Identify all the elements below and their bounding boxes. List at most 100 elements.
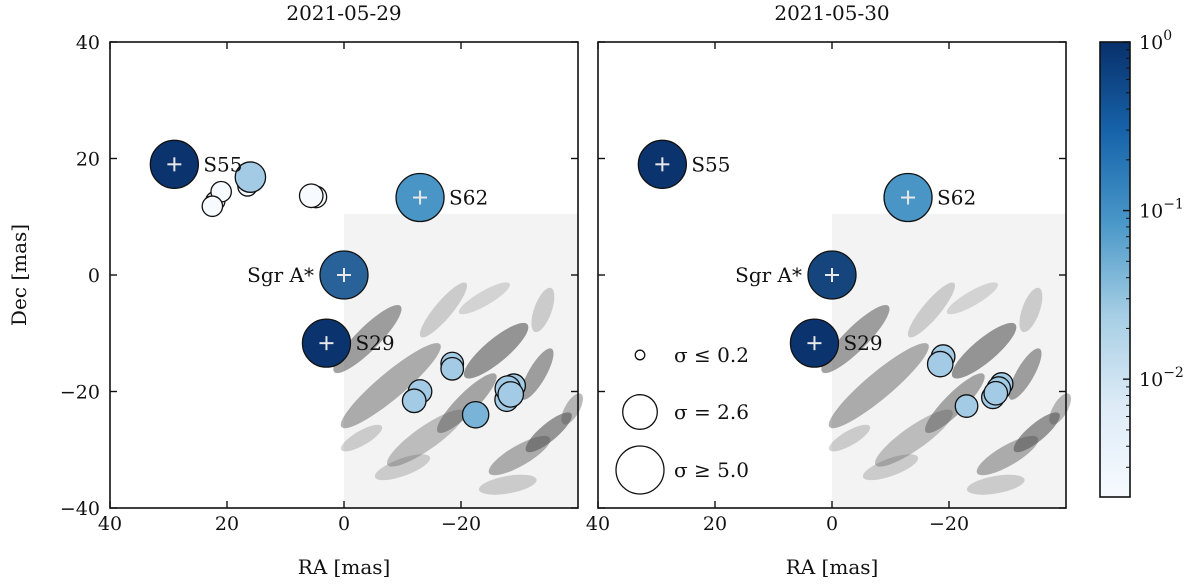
image-feature [333, 304, 402, 374]
source-s55: S55 [149, 139, 243, 189]
size-legend: σ ≤ 0.2 σ = 2.6 σ ≥ 5.0 [615, 343, 749, 495]
tick-base: 10 [1139, 201, 1163, 223]
source-label: Sgr A* [735, 263, 802, 287]
image-feature [976, 435, 1039, 476]
colorbar-tick-label: 10−2 [1139, 365, 1184, 391]
x-tick-label: 0 [338, 513, 350, 535]
axis-ticks: 40 20 0 −20 40 20 0 −20 −40 [60, 32, 578, 535]
image-feature [374, 454, 431, 481]
x-tick-label: −20 [441, 513, 481, 535]
image-feature [1019, 287, 1043, 333]
image-feature [1008, 348, 1042, 400]
source-label: S55 [691, 152, 730, 176]
y-axis-label: Dec [mas] [7, 224, 31, 326]
image-feature [458, 282, 510, 315]
source-marker [440, 356, 465, 381]
image-feature [946, 282, 998, 315]
image-feature [419, 282, 467, 338]
legend-marker [615, 445, 665, 495]
x-tick-label: 40 [586, 513, 610, 535]
y-tick-label: −40 [60, 498, 100, 520]
source-label: S29 [355, 331, 394, 355]
x-axis-label: RA [mas] [786, 555, 879, 579]
panel-title: 2021-05-30 [774, 1, 889, 25]
tick-exponent: −1 [1163, 197, 1184, 213]
source-point [983, 380, 1009, 406]
sources-layer: S55 S62 Sgr A* S29 [149, 139, 527, 429]
source-marker [401, 388, 427, 414]
image-feature [828, 343, 929, 429]
colorbar-tick-label: 10−1 [1139, 197, 1184, 223]
panel-2021-05-30: 2021-05-30 S55 S62 Sgr A* S29 σ ≤ 0.2 σ = 2.… [586, 1, 1071, 579]
source-marker [461, 401, 490, 429]
source-marker [298, 183, 324, 209]
source-point [497, 381, 525, 408]
image-feature [340, 424, 383, 452]
source-s55: S55 [637, 139, 731, 189]
source-marker [983, 380, 1009, 406]
image-feature [525, 412, 572, 453]
image-feature [488, 435, 551, 476]
source-sgra: Sgr A* [247, 250, 369, 300]
source-marker [234, 161, 267, 193]
tick-exponent: −2 [1163, 365, 1184, 381]
source-point [440, 356, 465, 381]
source-marker [201, 195, 224, 218]
image-feature [437, 373, 497, 433]
legend-label: σ = 2.6 [674, 400, 749, 424]
source-label: S29 [843, 331, 882, 355]
source-s62: S62 [883, 172, 976, 223]
x-axis-label: RA [mas] [298, 555, 391, 579]
axis-ticks: 40 20 0 −20 [586, 41, 1066, 535]
tick-base: 10 [1139, 32, 1163, 54]
colorbar-tick-label: 100 [1139, 28, 1172, 54]
image-feature [520, 348, 554, 400]
source-point [234, 161, 267, 193]
source-label: S62 [937, 186, 976, 210]
colorbar-gradient [1099, 41, 1131, 498]
y-tick-label: 40 [76, 32, 100, 54]
source-label: S55 [203, 152, 242, 176]
source-point [298, 183, 324, 209]
image-feature [478, 474, 537, 495]
source-marker [954, 394, 979, 418]
source-label: Sgr A* [247, 263, 314, 287]
x-tick-label: −20 [929, 513, 969, 535]
source-s29: S29 [301, 318, 395, 368]
source-point [201, 195, 224, 218]
image-feature [925, 373, 985, 433]
source-point [461, 401, 490, 429]
x-tick-label: 20 [215, 513, 239, 535]
source-marker [497, 381, 525, 408]
source-marker [926, 350, 954, 378]
legend-marker [622, 394, 658, 430]
image-feature [821, 304, 890, 374]
image-feature [966, 474, 1025, 495]
source-point [954, 394, 979, 418]
image-feature [531, 287, 555, 333]
source-label: S62 [449, 186, 488, 210]
x-tick-label: 40 [98, 513, 122, 535]
source-point [926, 350, 954, 378]
source-sgra: Sgr A* [735, 250, 857, 300]
source-s62: S62 [395, 172, 488, 223]
tick-base: 10 [1139, 369, 1163, 391]
image-feature [828, 424, 871, 452]
image-feature [907, 282, 955, 338]
y-tick-label: 0 [88, 265, 100, 287]
legend-label: σ ≤ 0.2 [674, 343, 749, 367]
x-tick-label: 0 [826, 513, 838, 535]
source-s29: S29 [789, 318, 883, 368]
image-feature [862, 454, 919, 481]
sources-layer: S55 S62 Sgr A* S29 [637, 139, 1014, 418]
image-feature [463, 322, 529, 379]
panel-title: 2021-05-29 [286, 1, 401, 25]
image-feature [951, 322, 1017, 379]
y-tick-label: −20 [60, 382, 100, 404]
tick-exponent: 0 [1163, 28, 1172, 44]
source-point [401, 388, 427, 414]
x-tick-label: 20 [703, 513, 727, 535]
